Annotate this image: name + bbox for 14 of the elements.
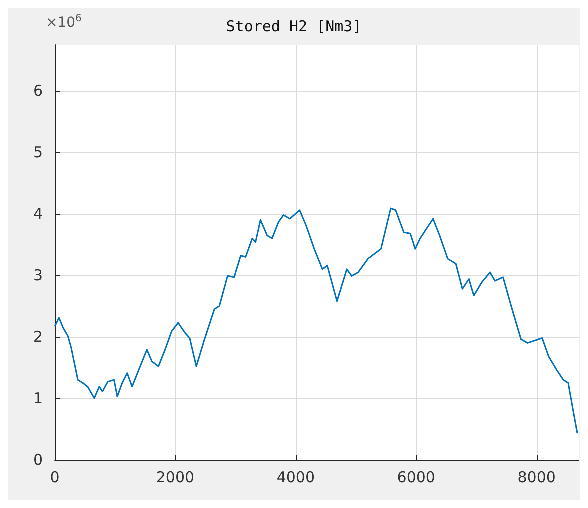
- y-tick-label: 0: [33, 451, 43, 469]
- x-tick-label: 0: [50, 468, 60, 486]
- y-tick-label: 3: [33, 266, 43, 285]
- x-tick-label: 6000: [397, 468, 436, 486]
- y-tick-label: 6: [33, 82, 43, 100]
- x-tick-label: 8000: [518, 468, 556, 486]
- y-tick-label: 1: [33, 390, 43, 408]
- y-tick-label: 2: [33, 328, 43, 346]
- x-tick-label: 4000: [276, 468, 316, 486]
- chart-title: Stored H2 [Nm3]: [226, 18, 362, 36]
- y-tick-label: 4: [33, 205, 43, 224]
- line-series: [54, 208, 578, 434]
- x-tick-label: 2000: [156, 468, 195, 486]
- y-tick-label: 5: [33, 144, 43, 162]
